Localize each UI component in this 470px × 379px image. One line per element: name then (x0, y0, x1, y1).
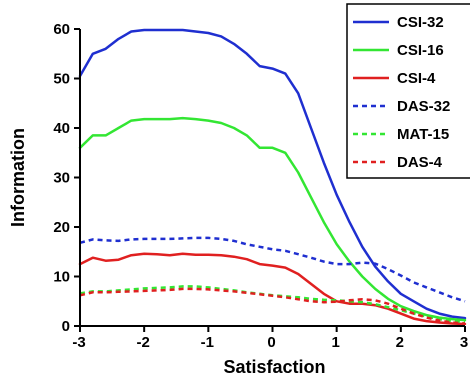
x-tick-label: -1 (201, 334, 214, 351)
y-tick-label: 30 (53, 170, 70, 187)
y-tick-label: 60 (53, 21, 70, 38)
x-tick-label: -3 (72, 334, 85, 351)
series-line-das-4 (79, 287, 466, 325)
x-axis-label: Satisfaction (223, 357, 325, 377)
legend-items: CSI-32 CSI-16 CSI-4 DAS-32 MAT-15 DAS-4 (353, 14, 450, 171)
series-line-csi-32 (78, 28, 467, 320)
legend-label-csi-32: CSI-32 (397, 14, 444, 31)
y-tick-label: 20 (53, 219, 70, 236)
y-tick-label: 40 (53, 120, 70, 137)
x-tick-label: -2 (136, 334, 149, 351)
y-axis-label: Information (8, 128, 28, 227)
legend: CSI-32 CSI-16 CSI-4 DAS-32 MAT-15 DAS-4 (346, 3, 470, 179)
y-tick-label: 50 (53, 71, 70, 88)
series-line-csi-4 (78, 252, 467, 326)
x-tick-label: 0 (267, 334, 275, 351)
legend-label-csi-4: CSI-4 (397, 70, 436, 87)
y-tick-label: 10 (53, 269, 70, 286)
legend-label-mat-15: MAT-15 (397, 126, 449, 143)
ticks-layer: 0 10 20 30 40 50 60 -3 -2 -1 0 1 2 3 (53, 21, 468, 351)
legend-label-das-32: DAS-32 (397, 98, 450, 115)
series-line-csi-16 (78, 116, 467, 322)
legend-box (346, 3, 470, 179)
x-tick-label: 3 (460, 334, 468, 351)
x-tick-label: 2 (396, 334, 404, 351)
x-tick-label: 1 (331, 334, 339, 351)
series-layer (78, 28, 467, 326)
legend-label-csi-16: CSI-16 (397, 42, 444, 59)
y-tick-label: 0 (62, 318, 70, 335)
legend-label-das-4: DAS-4 (397, 154, 443, 171)
series-line-das-32 (79, 236, 466, 303)
